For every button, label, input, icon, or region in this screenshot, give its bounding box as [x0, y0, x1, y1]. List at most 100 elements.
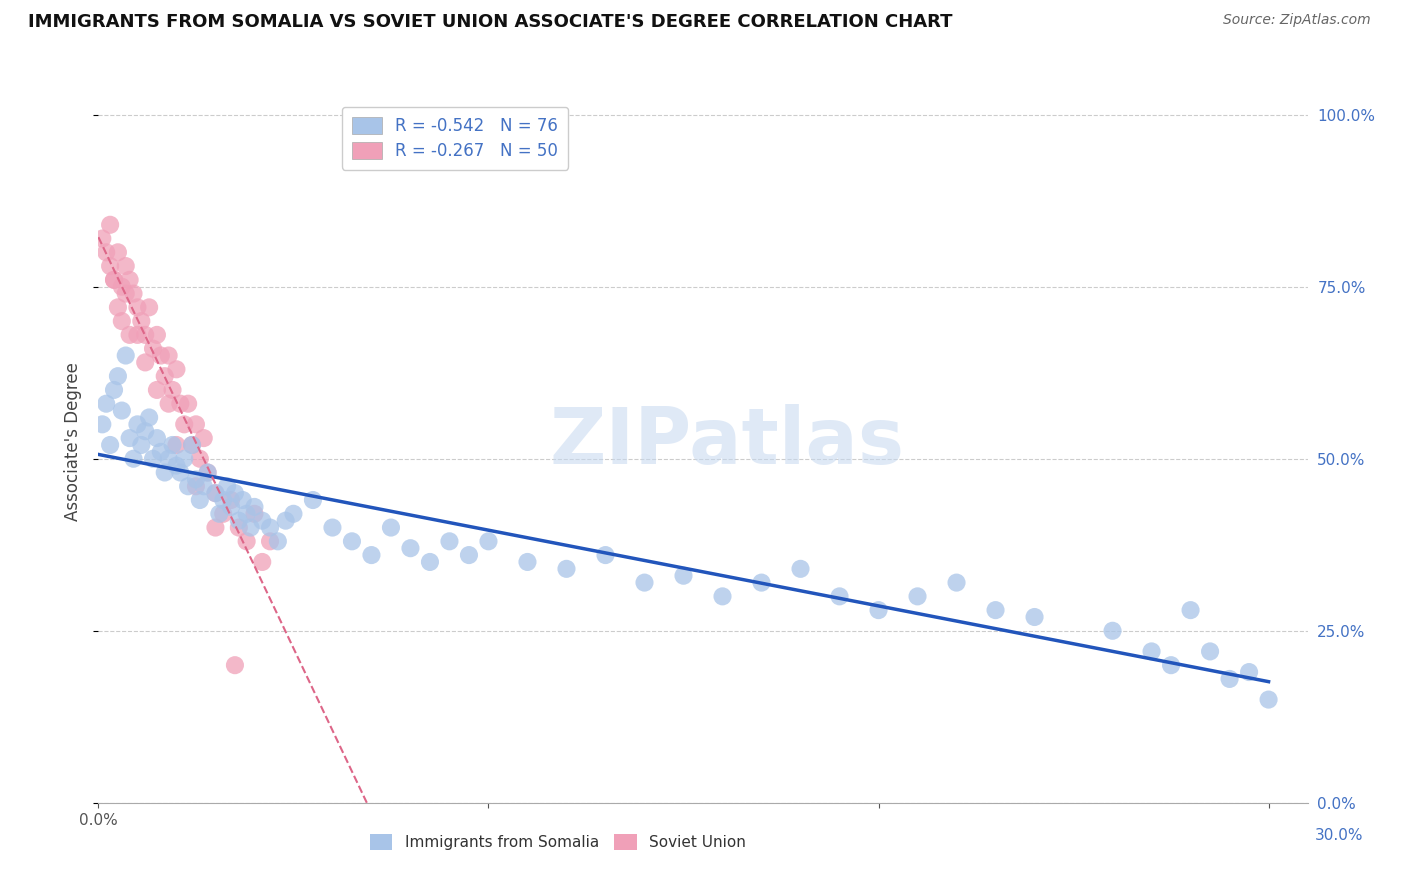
Point — [219, 493, 242, 508]
Point — [197, 466, 219, 480]
Point — [907, 590, 929, 604]
Point — [134, 355, 156, 369]
Point — [103, 383, 125, 397]
Text: IMMIGRANTS FROM SOMALIA VS SOVIET UNION ASSOCIATE'S DEGREE CORRELATION CHART: IMMIGRANTS FROM SOMALIA VS SOVIET UNION … — [28, 13, 953, 31]
Y-axis label: Associate's Degree: Associate's Degree — [65, 362, 83, 521]
Point — [107, 301, 129, 315]
Point — [212, 507, 235, 521]
Point — [157, 451, 180, 466]
Point — [302, 493, 325, 508]
Point — [107, 369, 129, 384]
Point — [633, 575, 655, 590]
Point — [111, 314, 134, 328]
Point — [122, 451, 145, 466]
Point — [149, 445, 172, 459]
Point — [114, 349, 136, 363]
Point — [204, 486, 226, 500]
Point — [184, 417, 207, 432]
Point — [181, 438, 204, 452]
Point — [142, 342, 165, 356]
Point — [188, 493, 211, 508]
Point — [217, 479, 239, 493]
Point — [1199, 644, 1222, 658]
Point — [91, 231, 114, 245]
Point — [157, 349, 180, 363]
Point — [595, 548, 617, 562]
Point — [153, 466, 176, 480]
Point — [153, 369, 176, 384]
Point — [96, 397, 118, 411]
Point — [173, 451, 195, 466]
Point — [321, 520, 343, 534]
Point — [283, 507, 305, 521]
Point — [169, 397, 191, 411]
Point — [340, 534, 363, 549]
Point — [118, 273, 141, 287]
Point — [1160, 658, 1182, 673]
Point — [193, 479, 215, 493]
Point — [96, 245, 118, 260]
Point — [134, 424, 156, 438]
Point — [173, 417, 195, 432]
Point — [184, 472, 207, 486]
Point — [131, 314, 153, 328]
Point — [157, 397, 180, 411]
Point — [165, 362, 187, 376]
Point — [1219, 672, 1241, 686]
Point — [458, 548, 481, 562]
Point — [142, 451, 165, 466]
Legend: Immigrants from Somalia, Soviet Union: Immigrants from Somalia, Soviet Union — [363, 829, 752, 856]
Point — [789, 562, 811, 576]
Point — [259, 520, 281, 534]
Point — [118, 431, 141, 445]
Point — [103, 273, 125, 287]
Point — [197, 466, 219, 480]
Point — [146, 431, 169, 445]
Point — [1024, 610, 1046, 624]
Point — [118, 327, 141, 342]
Point — [184, 479, 207, 493]
Point — [138, 301, 160, 315]
Point — [98, 259, 121, 273]
Point — [419, 555, 441, 569]
Point — [131, 438, 153, 452]
Point — [219, 500, 242, 514]
Point — [204, 486, 226, 500]
Point — [1257, 692, 1279, 706]
Text: Source: ZipAtlas.com: Source: ZipAtlas.com — [1223, 13, 1371, 28]
Point — [212, 493, 235, 508]
Point — [259, 534, 281, 549]
Point — [984, 603, 1007, 617]
Point — [162, 438, 184, 452]
Point — [111, 403, 134, 417]
Point — [1180, 603, 1202, 617]
Point — [1101, 624, 1123, 638]
Point — [127, 301, 149, 315]
Point — [672, 568, 695, 582]
Point — [399, 541, 422, 556]
Point — [149, 349, 172, 363]
Point — [945, 575, 967, 590]
Point — [267, 534, 290, 549]
Point — [252, 555, 274, 569]
Point — [111, 279, 134, 293]
Point — [232, 493, 254, 508]
Point — [208, 507, 231, 521]
Point — [162, 383, 184, 397]
Point — [91, 417, 114, 432]
Point — [380, 520, 402, 534]
Point — [114, 259, 136, 273]
Point — [98, 438, 121, 452]
Point — [516, 555, 538, 569]
Point — [181, 438, 204, 452]
Point — [177, 397, 200, 411]
Point — [138, 410, 160, 425]
Point — [122, 286, 145, 301]
Point — [828, 590, 851, 604]
Point — [243, 507, 266, 521]
Point — [235, 534, 257, 549]
Point — [439, 534, 461, 549]
Point — [107, 245, 129, 260]
Point — [165, 438, 187, 452]
Point — [193, 431, 215, 445]
